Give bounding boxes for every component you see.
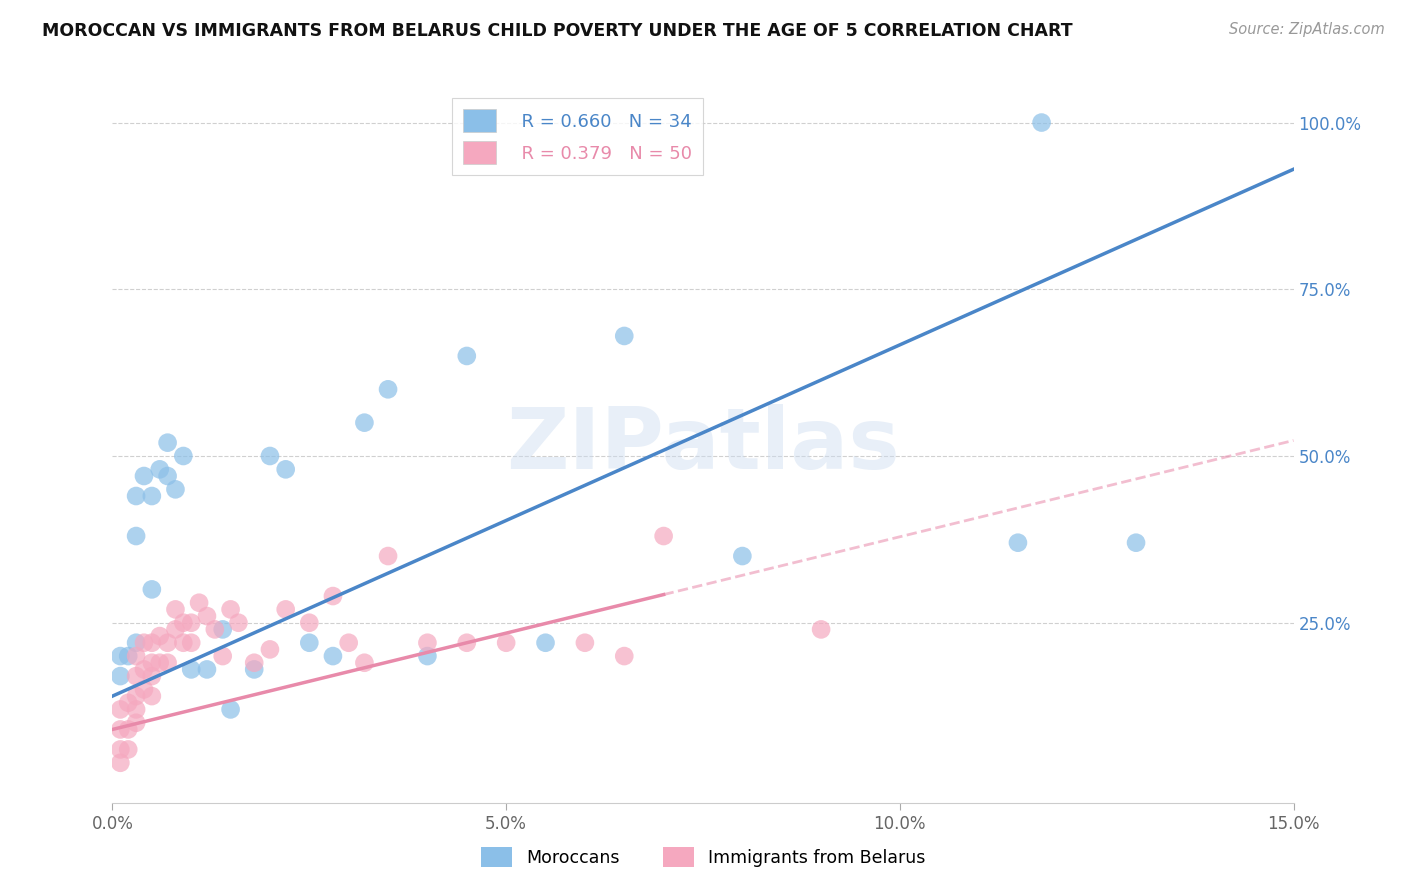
- Point: [125, 702, 148, 716]
- Point: [274, 462, 297, 476]
- Point: [110, 702, 132, 716]
- Point: [495, 636, 517, 650]
- Point: [298, 615, 321, 630]
- Point: [259, 642, 281, 657]
- Point: [132, 682, 155, 697]
- Point: [117, 742, 139, 756]
- Point: [110, 649, 132, 664]
- Point: [117, 723, 139, 737]
- Point: [416, 636, 439, 650]
- Point: [141, 689, 163, 703]
- Point: [156, 469, 179, 483]
- Text: ZIPatlas: ZIPatlas: [506, 404, 900, 488]
- Point: [243, 662, 266, 676]
- Point: [110, 723, 132, 737]
- Point: [132, 636, 155, 650]
- Point: [125, 649, 148, 664]
- Point: [125, 715, 148, 730]
- Point: [172, 615, 194, 630]
- Point: [110, 756, 132, 770]
- Point: [322, 589, 344, 603]
- Point: [156, 435, 179, 450]
- Point: [219, 602, 242, 616]
- Point: [613, 329, 636, 343]
- Point: [195, 662, 218, 676]
- Point: [219, 702, 242, 716]
- Point: [195, 609, 218, 624]
- Point: [141, 636, 163, 650]
- Point: [110, 669, 132, 683]
- Point: [613, 649, 636, 664]
- Point: [322, 649, 344, 664]
- Point: [1031, 115, 1053, 129]
- Point: [125, 689, 148, 703]
- Point: [125, 529, 148, 543]
- Point: [456, 349, 478, 363]
- Point: [165, 623, 187, 637]
- Point: [149, 656, 172, 670]
- Point: [1007, 535, 1029, 549]
- Point: [377, 382, 399, 396]
- Point: [125, 636, 148, 650]
- Point: [731, 549, 754, 563]
- Point: [810, 623, 832, 637]
- Point: [149, 629, 172, 643]
- Point: [149, 462, 172, 476]
- Point: [574, 636, 596, 650]
- Point: [211, 649, 233, 664]
- Point: [456, 636, 478, 650]
- Point: [141, 489, 163, 503]
- Point: [353, 416, 375, 430]
- Point: [180, 615, 202, 630]
- Point: [172, 449, 194, 463]
- Point: [211, 623, 233, 637]
- Text: MOROCCAN VS IMMIGRANTS FROM BELARUS CHILD POVERTY UNDER THE AGE OF 5 CORRELATION: MOROCCAN VS IMMIGRANTS FROM BELARUS CHIL…: [42, 22, 1073, 40]
- Point: [125, 489, 148, 503]
- Point: [156, 636, 179, 650]
- Point: [117, 696, 139, 710]
- Point: [188, 596, 211, 610]
- Point: [165, 483, 187, 497]
- Point: [132, 469, 155, 483]
- Point: [298, 636, 321, 650]
- Point: [180, 662, 202, 676]
- Text: Source: ZipAtlas.com: Source: ZipAtlas.com: [1229, 22, 1385, 37]
- Point: [228, 615, 250, 630]
- Point: [534, 636, 557, 650]
- Point: [117, 649, 139, 664]
- Point: [132, 662, 155, 676]
- Point: [416, 649, 439, 664]
- Point: [165, 602, 187, 616]
- Point: [274, 602, 297, 616]
- Legend: Moroccans, Immigrants from Belarus: Moroccans, Immigrants from Belarus: [474, 840, 932, 874]
- Point: [259, 449, 281, 463]
- Point: [377, 549, 399, 563]
- Legend:   R = 0.660   N = 34,   R = 0.379   N = 50: R = 0.660 N = 34, R = 0.379 N = 50: [453, 98, 703, 176]
- Point: [180, 636, 202, 650]
- Point: [141, 656, 163, 670]
- Point: [652, 529, 675, 543]
- Point: [204, 623, 226, 637]
- Point: [172, 636, 194, 650]
- Point: [141, 582, 163, 597]
- Point: [1125, 535, 1147, 549]
- Point: [110, 742, 132, 756]
- Point: [337, 636, 360, 650]
- Point: [125, 669, 148, 683]
- Point: [141, 669, 163, 683]
- Point: [156, 656, 179, 670]
- Point: [353, 656, 375, 670]
- Point: [243, 656, 266, 670]
